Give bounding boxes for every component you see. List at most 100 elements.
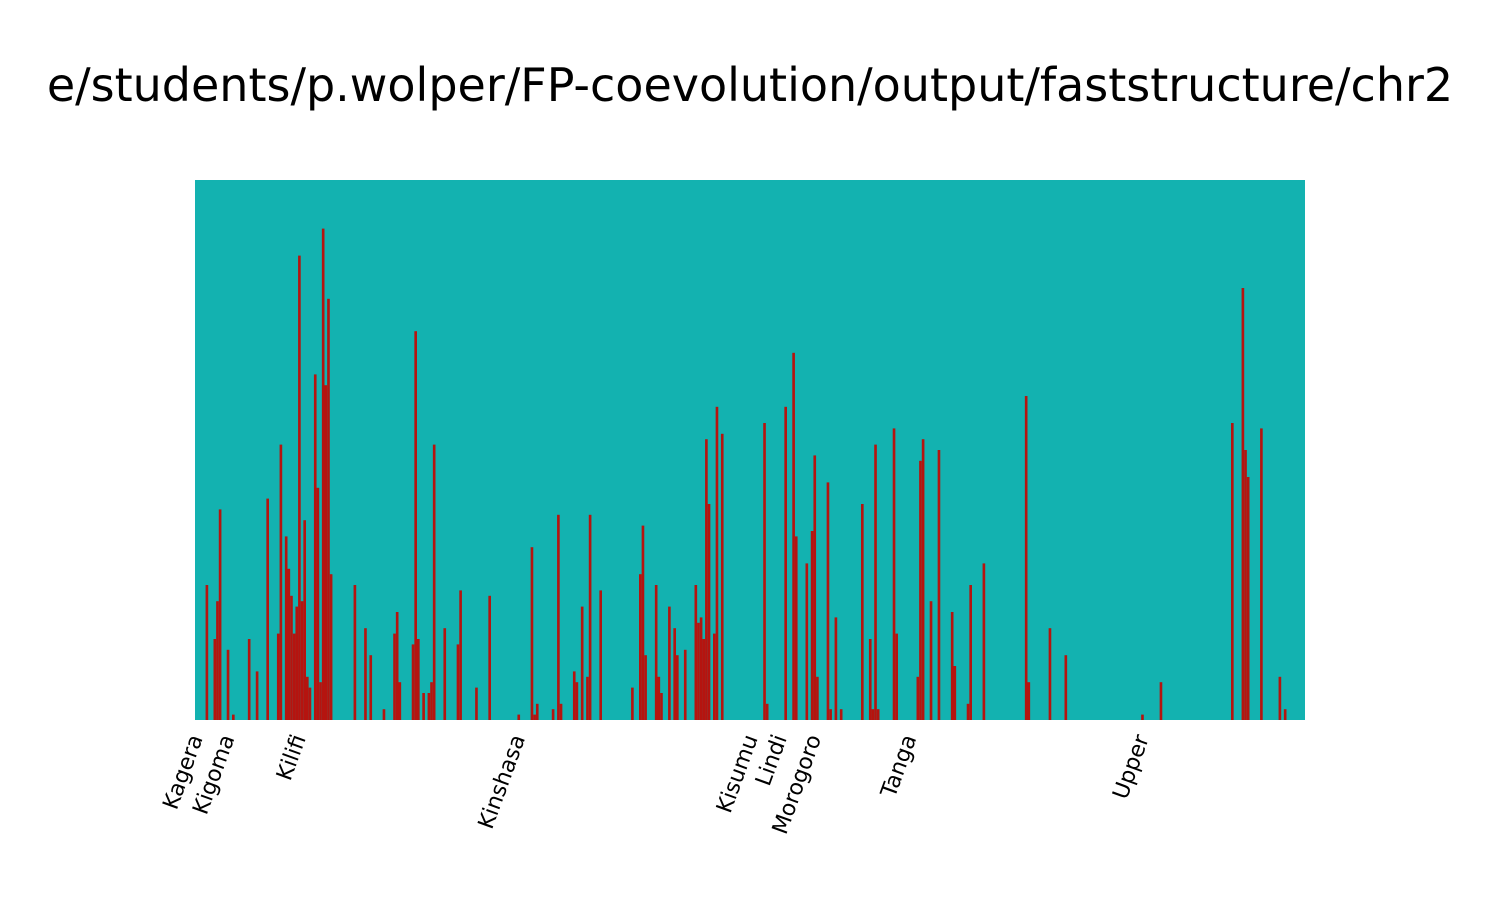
x-tick-label-upper: Upper [1108,731,1155,803]
bar-sample-148 [586,676,589,720]
bar-sample-111 [488,595,491,720]
bar-sample-190 [697,622,700,720]
bar-sample-71 [382,709,386,720]
bar-sample-258 [876,709,880,720]
bar-sample-223 [784,406,787,720]
bar-sample-197 [715,406,719,720]
bar-sample-9 [218,509,222,720]
bar-sample-392 [1231,423,1234,720]
bar-sample-169 [641,525,645,720]
bar-sample-37 [292,633,296,720]
bar-sample-144 [575,682,579,720]
bar-sample-149 [588,514,592,720]
bar-sample-46 [316,487,320,720]
bar-sample-281 [937,450,941,720]
bar-sample-38 [295,606,299,720]
bar-sample-88 [427,693,431,720]
background-component-fill [195,180,1305,720]
bar-sample-265 [895,633,898,720]
bar-sample-12 [226,649,230,720]
bar-sample-256 [871,709,875,720]
bar-sample-226 [792,352,795,720]
bar-sample-358 [1141,714,1144,720]
bar-sample-137 [557,514,560,720]
bar-sample-227 [794,536,798,720]
bar-sample-215 [763,423,766,720]
bar-sample-239 [826,482,830,720]
bar-sample-90 [432,444,436,720]
bar-sample-31 [276,633,280,720]
bar-sample-146 [580,606,584,720]
bar-sample-292 [966,703,970,720]
bar-sample-278 [929,601,933,720]
bar-sample-175 [657,676,661,720]
bar-sample-286 [950,612,954,720]
bar-sample-244 [839,709,843,720]
bar-sample-127 [530,547,534,720]
bar-sample-264 [892,428,896,720]
bar-sample-27 [266,498,269,720]
bar-sample-34 [284,536,288,720]
bar-sample-45 [313,374,317,720]
bar-sample-293 [969,585,972,720]
bar-sample-181 [673,628,676,720]
bar-sample-273 [916,676,920,720]
bar-sample-174 [654,585,658,720]
bar-sample-412 [1283,709,1287,720]
x-tick-label-kinshasa: Kinshasa [474,732,531,833]
bar-sample-41 [303,520,306,720]
bar-sample-82 [411,644,415,720]
bar-sample-196 [713,633,716,720]
bar-sample-398 [1246,477,1250,720]
bar-sample-176 [660,693,663,720]
bar-sample-192 [702,639,706,720]
bar-sample-76 [395,612,399,720]
bar-sample-89 [430,682,433,720]
bar-sample-35 [287,568,291,720]
bar-sample-191 [699,617,703,720]
bar-sample-397 [1244,450,1247,720]
bar-sample-216 [765,703,769,720]
bar-sample-323 [1048,628,1052,720]
bar-sample-182 [676,655,679,720]
bar-sample-122 [517,714,521,720]
bar-sample-99 [456,644,460,720]
bar-sample-179 [668,606,671,720]
bar-sample-189 [694,585,698,720]
x-tick-label-tanga: Tanga [876,732,922,802]
bar-sample-143 [572,671,576,720]
bar-sample-298 [982,563,986,720]
bar-sample-231 [805,563,809,720]
bar-sample-32 [279,444,283,720]
bar-sample-51 [329,574,333,720]
bar-sample-274 [919,460,922,720]
bar-sample-255 [868,639,872,720]
bar-sample-23 [255,671,259,720]
bar-sample-75 [393,633,396,720]
bar-sample-39 [298,255,301,720]
bar-sample-365 [1159,682,1163,720]
bar-sample-194 [707,504,711,720]
bar-sample-86 [422,693,425,720]
bar-sample-193 [705,439,708,720]
bar-sample-170 [644,655,647,720]
bar-sample-36 [290,595,293,720]
bar-sample-60 [353,585,357,720]
bar-sample-94 [443,628,447,720]
bar-sample-234 [813,455,817,720]
bar-sample-314 [1024,396,1028,720]
bar-sample-20 [247,639,251,720]
bar-sample-84 [417,639,420,720]
bar-sample-315 [1027,682,1031,720]
bar-sample-66 [369,655,373,720]
bar-sample-128 [533,714,536,720]
bar-sample-83 [414,331,417,720]
bar-sample-7 [213,639,217,720]
bar-sample-77 [398,682,402,720]
bar-sample-329 [1064,655,1068,720]
bar-sample-50 [327,298,330,720]
x-tick-label-kilifi: Kilifi [272,732,311,784]
bar-sample-165 [631,687,634,720]
